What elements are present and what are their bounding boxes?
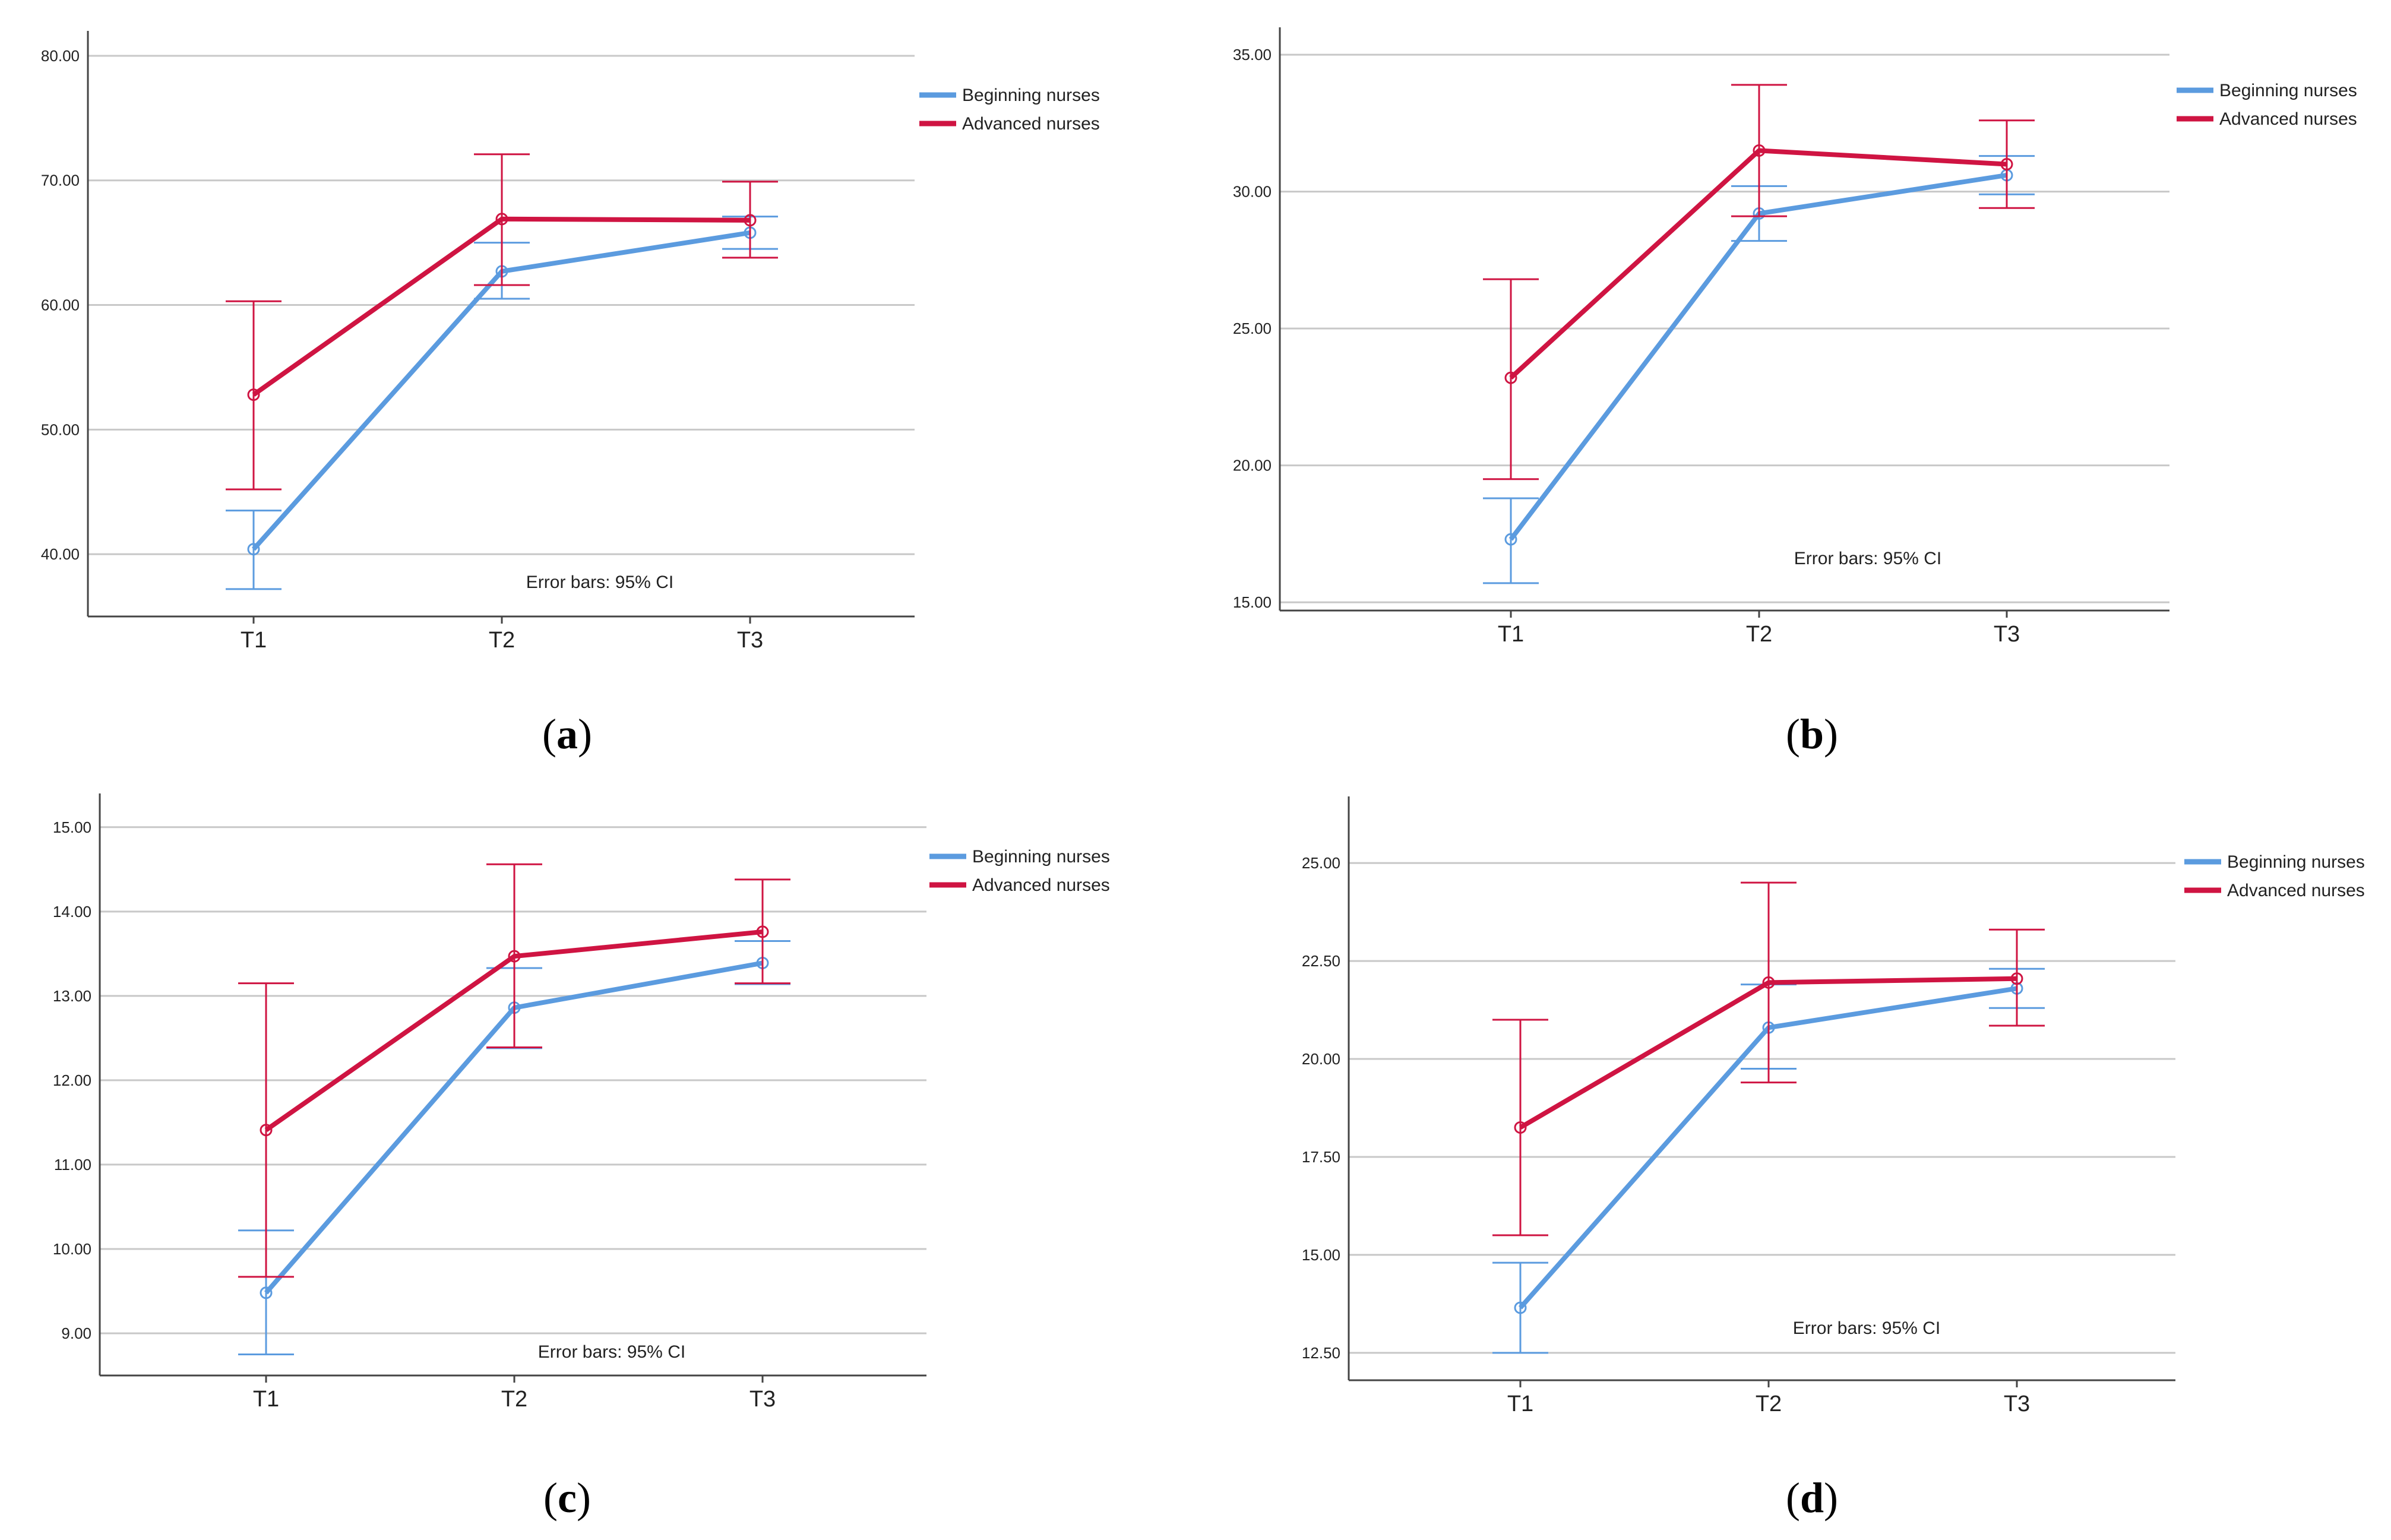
x-tick-label: T3: [1994, 622, 2020, 647]
y-tick-label: 20.00: [1233, 457, 1272, 475]
x-tick-label: T1: [253, 1387, 279, 1412]
series-advanced-nurses: [1483, 84, 2035, 480]
data-point: [2000, 158, 2013, 171]
series-line: [264, 929, 763, 1132]
caption-a: (a): [542, 710, 592, 758]
legend-label: Advanced nurses: [962, 114, 1100, 134]
x-tick-label: T3: [2004, 1392, 2030, 1416]
series-advanced-nurses: [238, 863, 790, 1278]
legend-label: Advanced nurses: [972, 875, 1110, 895]
legend-label: Beginning nurses: [2219, 81, 2357, 100]
data-point: [1504, 371, 1517, 384]
data-point: [1504, 533, 1517, 546]
y-tick-label: 15.00: [1233, 593, 1272, 611]
data-point: [260, 1286, 273, 1299]
data-point: [756, 925, 769, 938]
chart-d: 12.50 15.00 17.50 20.00 22.50 25.00 T1 T2 T3 Erro…: [1302, 796, 2365, 1416]
x-tick-label: T2: [501, 1387, 527, 1412]
y-tick-label: 25.00: [1302, 854, 1340, 872]
x-tick-label: T3: [749, 1387, 776, 1412]
y-tick-label: 10.00: [53, 1240, 91, 1258]
chart-a: 40.00 50.00 60.00 70.00 80.00 T1 T2 T3 Error bar…: [41, 31, 1100, 653]
error-bar: [226, 510, 282, 590]
legend-label: Beginning nurses: [972, 847, 1110, 867]
x-tick-label: T2: [1746, 622, 1772, 647]
error-bar: [1989, 928, 2045, 1027]
y-tick-label: 50.00: [41, 420, 80, 438]
error-bar: [1483, 278, 1539, 480]
series-line: [1519, 976, 2017, 1130]
y-tick-label: 9.00: [61, 1324, 91, 1342]
y-tick-label: 35.00: [1233, 46, 1272, 64]
y-tick-label: 40.00: [41, 545, 80, 563]
data-point: [1514, 1121, 1527, 1134]
y-tick-label: 14.00: [53, 903, 91, 921]
y-tick-label: 80.00: [41, 47, 80, 65]
error-bar: [735, 878, 790, 985]
y-tick-label: 12.00: [53, 1071, 91, 1089]
error-bar-note: Error bars: 95% CI: [538, 1342, 685, 1362]
x-tick-label: T1: [241, 628, 267, 653]
chart-b: 15.00 20.00 25.00 30.00 35.00 T1 T2 T3 Error bar…: [1233, 27, 2357, 647]
x-tick-label: T1: [1498, 622, 1524, 647]
legend-label: Advanced nurses: [2227, 881, 2365, 900]
data-point: [1762, 976, 1775, 989]
y-tick-label: 15.00: [1302, 1246, 1340, 1264]
data-point: [1514, 1301, 1527, 1314]
data-point: [1753, 144, 1766, 157]
legend-label: Beginning nurses: [962, 86, 1100, 105]
panel-c: 9.00 10.00 11.00 12.00 13.00 14.00 15.00 T1 T2 T3…: [0, 770, 1196, 1539]
error-bar: [226, 300, 282, 491]
data-point: [495, 213, 508, 226]
legend: Beginning nurses Advanced nurses: [929, 847, 1110, 895]
panel-b: 15.00 20.00 25.00 30.00 35.00 T1 T2 T3 Error bar…: [1196, 0, 2391, 770]
data-point: [2010, 972, 2023, 985]
y-tick-label: 13.00: [53, 987, 91, 1005]
y-tick-label: 70.00: [41, 172, 80, 189]
series-beginning-nurses: [1483, 155, 2035, 584]
data-point: [744, 214, 757, 227]
legend: Beginning nurses Advanced nurses: [2184, 852, 2365, 900]
gridlines: [1280, 53, 2169, 603]
series-line: [1509, 148, 2007, 380]
x-tick-label: T2: [489, 628, 515, 653]
error-bar: [1483, 497, 1539, 584]
gridlines: [88, 55, 915, 555]
y-tick-label: 60.00: [41, 296, 80, 314]
data-point: [247, 388, 260, 401]
chart-c: 9.00 10.00 11.00 12.00 13.00 14.00 15.00 T1 T2 T3…: [53, 793, 1110, 1412]
y-tick-label: 12.50: [1302, 1344, 1340, 1362]
x-tick-label: T3: [737, 628, 763, 653]
y-tick-label: 20.00: [1302, 1050, 1340, 1068]
legend-label: Beginning nurses: [2227, 852, 2365, 872]
panel-d: 12.50 15.00 17.50 20.00 22.50 25.00 T1 T2 T3 Erro…: [1196, 770, 2391, 1539]
series-advanced-nurses: [226, 153, 778, 491]
gridlines: [100, 826, 926, 1335]
data-point: [247, 543, 260, 556]
legend-label: Advanced nurses: [2219, 109, 2357, 129]
legend: Beginning nurses Advanced nurses: [919, 86, 1100, 134]
error-bar-note: Error bars: 95% CI: [1793, 1318, 1940, 1338]
caption-d: (d): [1785, 1474, 1838, 1522]
y-tick-label: 15.00: [53, 818, 91, 836]
error-bar-note: Error bars: 95% CI: [1794, 549, 1941, 568]
legend: Beginning nurses Advanced nurses: [2177, 81, 2357, 129]
y-tick-label: 25.00: [1233, 320, 1272, 337]
data-point: [260, 1124, 273, 1137]
error-bar-note: Error bars: 95% CI: [526, 573, 673, 592]
series-line: [252, 216, 751, 397]
y-tick-label: 30.00: [1233, 183, 1272, 201]
panel-a: 40.00 50.00 60.00 70.00 80.00 T1 T2 T3 Error bar…: [0, 0, 1196, 770]
caption-b: (b): [1785, 710, 1838, 758]
y-tick-label: 11.00: [54, 1156, 91, 1174]
data-point: [508, 950, 521, 963]
gridlines: [1349, 862, 2175, 1354]
series-advanced-nurses: [1492, 881, 2045, 1237]
caption-c: (c): [543, 1474, 591, 1522]
x-tick-label: T2: [1756, 1392, 1782, 1416]
y-tick-label: 17.50: [1302, 1148, 1340, 1166]
error-bar: [1492, 1261, 1548, 1354]
y-tick-label: 22.50: [1302, 952, 1340, 970]
x-tick-label: T1: [1507, 1392, 1533, 1416]
